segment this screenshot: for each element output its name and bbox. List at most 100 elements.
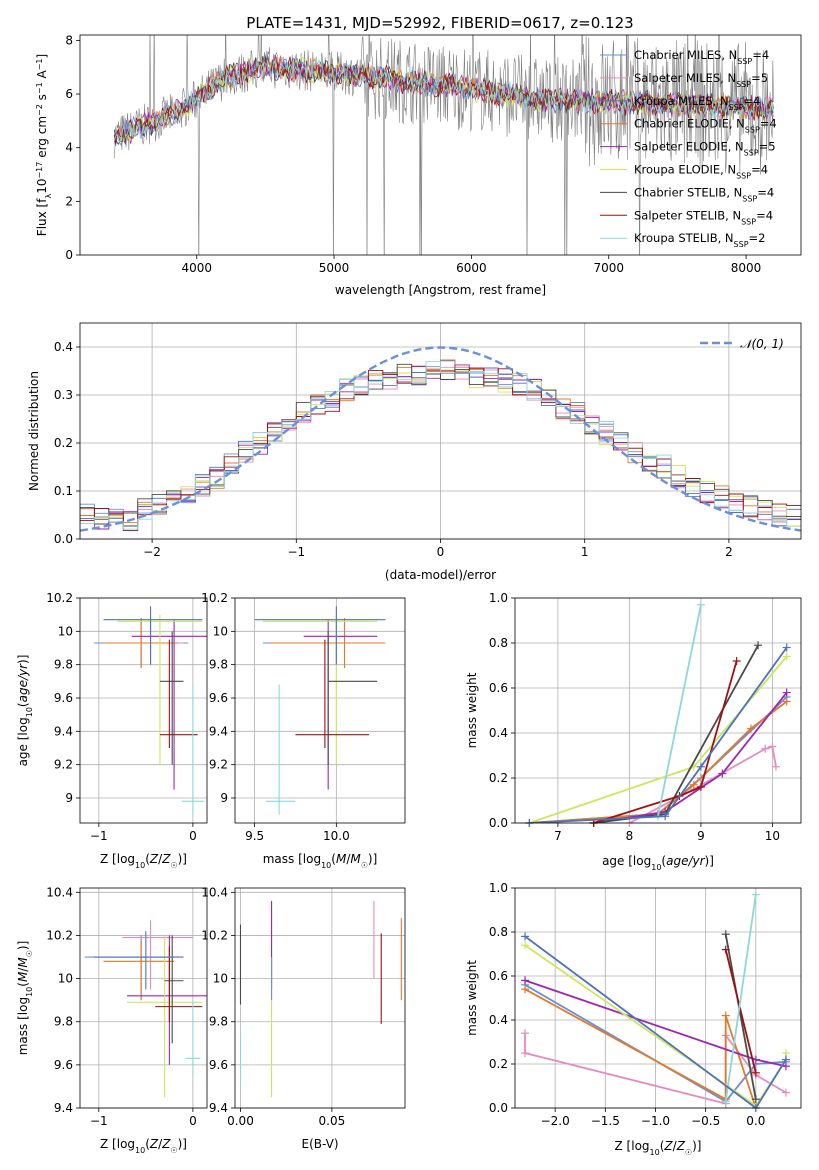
y-tick-label: 6	[65, 87, 73, 101]
label-part: Z [log	[615, 1139, 650, 1153]
label-part: Chabrier ELODIE, N	[634, 117, 745, 131]
weight-marker	[521, 1049, 530, 1057]
weight-marker	[521, 1029, 530, 1038]
weight-marker	[761, 744, 770, 753]
y-tick-label: 2	[65, 194, 73, 208]
x-tick-label: 0.00	[227, 1114, 254, 1128]
legend-entry: Kroupa STELIB, NSSP=2	[634, 231, 765, 249]
label-part: /	[346, 852, 351, 866]
weight-marker	[746, 724, 755, 733]
x-tick-label: 2	[725, 545, 733, 559]
y-tick-label: 0.3	[54, 388, 73, 402]
label-part: age/yr	[16, 663, 30, 702]
label-part: 10	[135, 1146, 145, 1155]
y-tick-label: 0.2	[489, 1057, 508, 1071]
label-part: ]	[35, 54, 49, 59]
label-part: λ	[44, 194, 53, 199]
y-tick-label: 0.2	[489, 771, 508, 785]
y-tick-label: 0.6	[489, 681, 508, 695]
weight-marker	[751, 890, 760, 899]
y-tick-label: 0.8	[489, 925, 508, 939]
y-axis-label: mass weight	[465, 672, 479, 748]
label-part: =4	[760, 117, 777, 131]
label-part: =2	[749, 231, 766, 245]
y-tick-label: 9	[220, 791, 228, 805]
label-part: Kroupa MILES, N	[634, 94, 729, 108]
y-tick-label: 0.4	[489, 1013, 508, 1027]
label-part: −2	[35, 104, 44, 116]
y-tick-label: 0.1	[54, 484, 73, 498]
y-tick-label: 9.8	[209, 1015, 228, 1029]
label-part: (	[331, 852, 336, 866]
x-axis-label: Z [log10(Z/Z☉)]	[615, 1139, 702, 1157]
label-part: 10	[25, 987, 34, 997]
label-part: 10	[321, 861, 331, 870]
weight-marker	[696, 600, 705, 609]
errorbar-point	[181, 684, 205, 815]
weight-marker	[721, 1097, 730, 1106]
weight-series-line	[628, 745, 777, 823]
label-part: SSP	[744, 148, 759, 157]
label-part: 10	[135, 861, 145, 870]
label-part: SSP	[729, 102, 744, 111]
x-tick-label: 8000	[731, 261, 762, 275]
label-part: )]	[16, 941, 30, 950]
x-tick-label: 8	[626, 829, 634, 843]
label-part: Salpeter MILES, N	[634, 71, 736, 85]
label-part: /	[16, 967, 30, 972]
label-part: SSP	[736, 171, 751, 180]
weight-marker	[721, 930, 730, 939]
label-part: SSP	[745, 125, 760, 134]
errorbar-point	[164, 935, 184, 1044]
label-part: Salpeter ELODIE, N	[634, 140, 744, 154]
label-part: Z	[149, 1137, 159, 1151]
y-tick-label: 9.4	[209, 1101, 228, 1115]
weight-marker	[751, 1095, 760, 1104]
y-axis-label: mass weight	[465, 960, 479, 1036]
spectrum-axes: 4000 5000 6000 7000 8000 0 2 4 6 8 wavelength [Ang…	[35, 33, 802, 297]
weight-series-line	[593, 691, 788, 823]
label-part: )]	[178, 1137, 187, 1151]
x-tick-label: 0	[189, 1114, 197, 1128]
label-part: )]	[705, 854, 714, 868]
label-part: )]	[16, 655, 30, 664]
label-part: erg cm	[35, 116, 49, 162]
x-tick-label: −1	[287, 545, 305, 559]
observed-spectrum-line	[114, 35, 774, 255]
label-part: Kroupa ELODIE, N	[634, 163, 736, 177]
label-part: M	[336, 852, 347, 866]
y-tick-label: 10.2	[46, 591, 73, 605]
label-part: /	[673, 1139, 678, 1153]
weight-marker	[696, 762, 705, 771]
label-part: Z [log	[100, 852, 135, 866]
y-tick-label: 9	[65, 791, 73, 805]
y-tick-label: 9.8	[54, 1015, 73, 1029]
axes-frame	[234, 597, 406, 824]
x-tick-label: 7000	[593, 261, 624, 275]
label-part: (	[16, 982, 30, 987]
errorbar-point	[262, 614, 378, 765]
label-part: ☉	[170, 861, 177, 870]
y-tick-label: 9.8	[54, 658, 73, 672]
x-axis-label: wavelength [Angstrom, rest frame]	[335, 283, 546, 297]
y-tick-label: 0.2	[54, 436, 73, 450]
y-axis-label: Flux [fλ10−17 erg cm−2 s−1 A−1]	[35, 54, 53, 236]
label-part: Chabrier STELIB, N	[634, 185, 742, 199]
weight-series-line	[529, 700, 788, 823]
y-tick-label: 9.4	[54, 724, 73, 738]
weight-marker	[781, 1088, 790, 1097]
label-part: Salpeter STELIB, N	[634, 208, 741, 222]
y-tick-label: 9.2	[54, 758, 73, 772]
x-tick-label: −1.5	[591, 1114, 620, 1128]
x-axis-label: mass [log10(M/M☉)]	[263, 852, 378, 870]
label-part: (	[661, 854, 666, 868]
y-axis-label: mass [log10(M/M☉)]	[16, 941, 34, 1056]
label-part: SSP	[736, 79, 751, 88]
label-part: )]	[178, 852, 187, 866]
weight-marker	[782, 688, 791, 697]
y-tick-label: 0	[65, 248, 73, 262]
weight-marker	[521, 976, 530, 985]
x-axis-label: (data-model)/error	[385, 568, 496, 582]
